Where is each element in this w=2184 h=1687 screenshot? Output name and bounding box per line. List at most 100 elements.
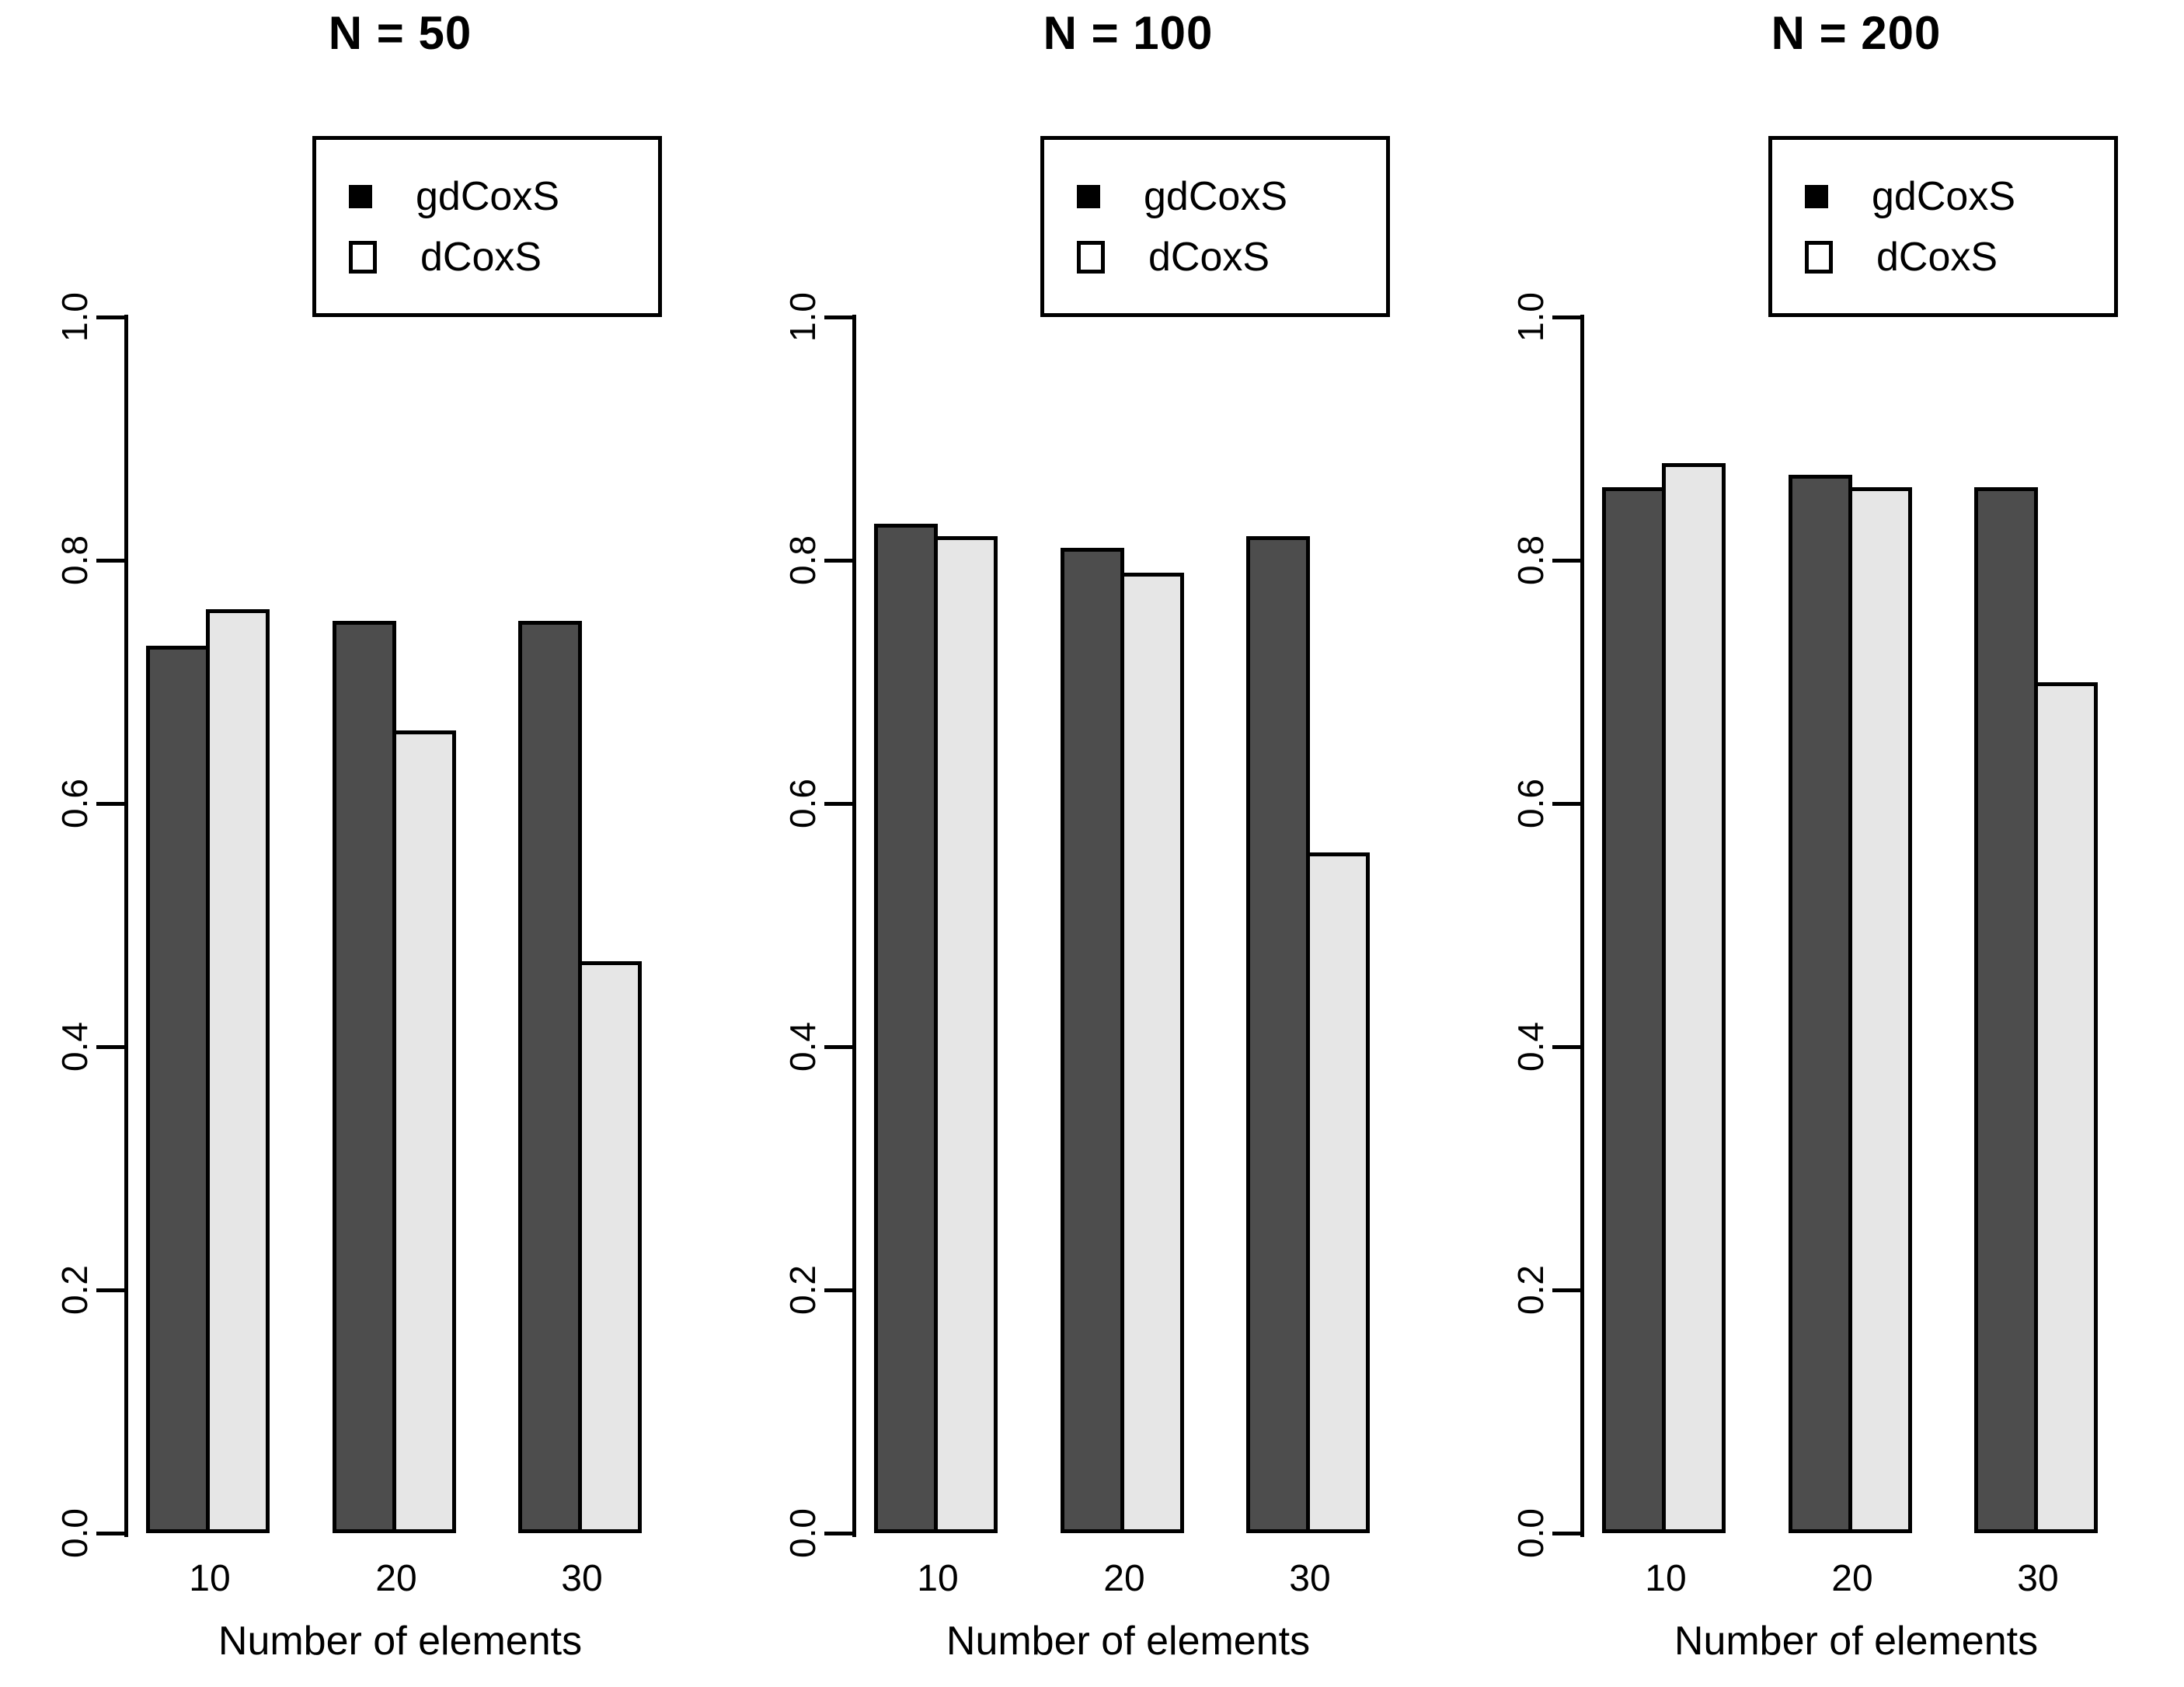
y-tick-label: 0.0 [54,1508,95,1558]
bar-dCoxS-20 [1848,487,1912,1533]
legend-label-dcoxs: dCoxS [1876,234,1998,280]
y-tick-label: 1.0 [782,292,823,342]
y-tick-label: 0.8 [54,535,95,585]
legend-label-gdcoxs: gdCoxS [1144,173,1287,219]
bar-dCoxS-30 [578,961,642,1533]
plot-area: 0.0 0.2 0.4 0.6 0.8 1.0 10 20 30 [1456,0,2184,1687]
bar-dCoxS-30 [2034,681,2098,1533]
legend-item-dcoxs: dCoxS [1077,237,1386,277]
legend-item-dcoxs: dCoxS [349,237,658,277]
x-tick-label: 20 [1831,1558,1873,1599]
y-tick [96,559,124,563]
bar-dCoxS-10 [206,608,270,1533]
legend-label-dcoxs: dCoxS [1148,234,1270,280]
open-square-icon [1805,240,1833,274]
legend-label-gdcoxs: gdCoxS [416,173,559,219]
legend-item-dcoxs: dCoxS [1805,237,2114,277]
panel-n-200: N = 200 gdCoxS dCoxS 0.0 0.2 0.4 0.6 0.8 1.0 1… [1456,0,2184,1687]
legend-item-gdcoxs: gdCoxS [349,176,658,217]
panel-n-100: N = 100 gdCoxS dCoxS 0.0 0.2 0.4 0.6 0.8 1.0 1… [728,0,1456,1687]
y-tick [96,315,124,319]
y-tick [824,1532,852,1535]
legend-label-gdcoxs: gdCoxS [1872,173,2015,219]
y-tick [96,1288,124,1292]
bar-gdCoxS-30 [1246,535,1310,1533]
filled-square-icon [349,184,372,208]
chart-title: N = 50 [328,7,472,59]
y-tick [824,1045,852,1049]
bar-gdCoxS-20 [333,621,396,1533]
y-tick [1552,1288,1580,1292]
bar-dCoxS-10 [1662,462,1726,1533]
y-tick [824,802,852,806]
x-tick-label: 20 [375,1558,417,1599]
y-tick [1552,1045,1580,1049]
filled-square-icon [1805,184,1828,208]
y-axis-line [852,315,856,1537]
plot-area: 0.0 0.2 0.4 0.6 0.8 1.0 10 20 30 [728,0,1456,1687]
chart-title: N = 200 [1771,7,1942,59]
bar-dCoxS-20 [1120,572,1184,1533]
bar-gdCoxS-30 [1974,487,2038,1533]
y-tick [1552,315,1580,319]
bar-dCoxS-10 [934,535,998,1533]
x-axis-title: Number of elements [946,1619,1311,1664]
y-tick-label: 0.4 [54,1022,95,1072]
x-tick-label: 30 [2017,1558,2059,1599]
y-tick-label: 0.2 [1510,1265,1551,1315]
legend-box: gdCoxS dCoxS [312,136,662,317]
y-tick [824,315,852,319]
bar-gdCoxS-10 [146,645,210,1533]
x-axis-title: Number of elements [1674,1619,2039,1664]
open-square-icon [349,240,377,274]
x-tick-label: 20 [1103,1558,1145,1599]
x-tick-label: 30 [561,1558,603,1599]
y-tick-label: 0.2 [782,1265,823,1315]
chart-title: N = 100 [1043,7,1214,59]
x-tick-label: 30 [1289,1558,1331,1599]
x-tick-label: 10 [1645,1558,1687,1599]
y-tick-label: 0.2 [54,1265,95,1315]
y-tick-label: 0.6 [1510,779,1551,828]
plot-area: 0.0 0.2 0.4 0.6 0.8 1.0 10 20 30 [0,0,728,1687]
x-tick-label: 10 [917,1558,959,1599]
legend-box: gdCoxS dCoxS [1040,136,1390,317]
y-tick-label: 0.8 [1510,535,1551,585]
y-tick-label: 0.4 [1510,1022,1551,1072]
bar-dCoxS-20 [392,730,456,1533]
y-tick [824,1288,852,1292]
y-tick-label: 1.0 [54,292,95,342]
y-tick [96,1532,124,1535]
open-square-icon [1077,240,1105,274]
x-axis-title: Number of elements [218,1619,583,1664]
y-tick [1552,802,1580,806]
y-tick-label: 1.0 [1510,292,1551,342]
y-tick-label: 0.6 [54,779,95,828]
bar-gdCoxS-10 [1602,487,1666,1533]
y-tick-label: 0.0 [1510,1508,1551,1558]
x-tick-label: 10 [189,1558,231,1599]
bar-gdCoxS-20 [1789,475,1852,1533]
y-tick-label: 0.0 [782,1508,823,1558]
bar-gdCoxS-30 [518,621,582,1533]
legend-label-dcoxs: dCoxS [420,234,542,280]
y-tick [1552,1532,1580,1535]
panel-n-50: N = 50 gdCoxS dCoxS 0.0 0.2 0.4 0.6 0.8 1.0 10… [0,0,728,1687]
legend-item-gdcoxs: gdCoxS [1805,176,2114,217]
y-tick [824,559,852,563]
y-axis-line [1580,315,1584,1537]
y-tick-label: 0.4 [782,1022,823,1072]
y-tick [96,1045,124,1049]
bar-dCoxS-30 [1306,852,1370,1533]
legend-box: gdCoxS dCoxS [1768,136,2118,317]
y-tick [96,802,124,806]
bar-gdCoxS-10 [874,524,938,1533]
y-tick-label: 0.8 [782,535,823,585]
bar-gdCoxS-20 [1061,548,1124,1533]
legend-item-gdcoxs: gdCoxS [1077,176,1386,217]
y-tick [1552,559,1580,563]
filled-square-icon [1077,184,1100,208]
y-tick-label: 0.6 [782,779,823,828]
y-axis-line [124,315,128,1537]
